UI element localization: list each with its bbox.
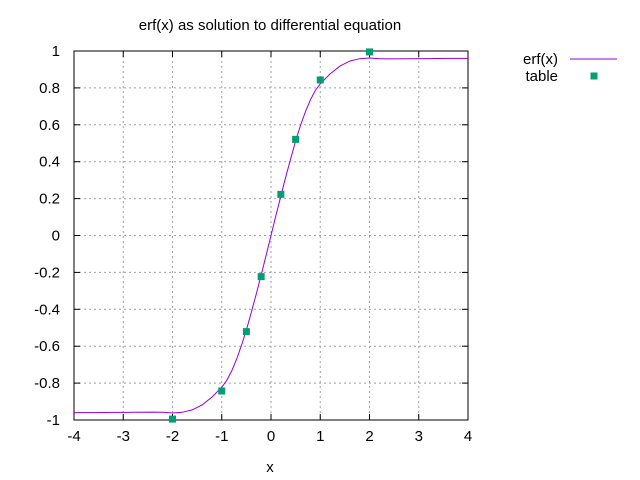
series-layer bbox=[74, 48, 468, 423]
x-tick-label: 2 bbox=[365, 428, 373, 445]
legend-swatch-marker bbox=[590, 72, 598, 80]
y-tick-label: -0.2 bbox=[34, 264, 60, 281]
data-point-table bbox=[366, 48, 373, 56]
data-point-table bbox=[169, 415, 176, 423]
y-tick-label: 1 bbox=[52, 43, 60, 60]
x-axis-label: x bbox=[266, 459, 274, 476]
y-tick-label: -0.4 bbox=[34, 301, 60, 318]
y-tick-label: 0.6 bbox=[39, 117, 60, 134]
y-tick-label: -1 bbox=[47, 412, 60, 429]
x-tick-label: -3 bbox=[117, 428, 130, 445]
axis-ticks: -4 -3 -2 -1 0 1 2 3 4 -1 -0.8 -0.6 -0.4 -0.2 0 0.2 0.4 0.… bbox=[34, 43, 472, 445]
data-point-table bbox=[257, 273, 265, 281]
y-tick-label: 0.2 bbox=[39, 191, 60, 208]
y-tick-label: 0.8 bbox=[39, 80, 60, 97]
data-point-table bbox=[316, 76, 324, 84]
x-tick-label: 3 bbox=[415, 428, 423, 445]
x-tick-label: 0 bbox=[267, 428, 275, 445]
data-point-table bbox=[292, 135, 300, 143]
chart-title: erf(x) as solution to differential equat… bbox=[139, 17, 401, 34]
y-tick-label: -0.6 bbox=[34, 338, 60, 355]
legend-label-table: table bbox=[525, 68, 558, 85]
data-point-table bbox=[218, 387, 226, 395]
data-point-table bbox=[277, 190, 285, 198]
legend: erf(x)table bbox=[523, 51, 617, 85]
x-tick-label: 1 bbox=[316, 428, 324, 445]
series-line-erf bbox=[74, 57, 468, 414]
data-point-table bbox=[242, 328, 250, 336]
y-tick-label: 0.4 bbox=[39, 154, 60, 171]
x-tick-label: -2 bbox=[166, 428, 179, 445]
x-tick-label: 4 bbox=[464, 428, 472, 445]
y-tick-label: -0.8 bbox=[34, 375, 60, 392]
x-tick-label: -4 bbox=[67, 428, 80, 445]
x-tick-label: -1 bbox=[215, 428, 228, 445]
y-tick-label: 0 bbox=[52, 228, 60, 245]
legend-label-erf-x-: erf(x) bbox=[523, 51, 558, 68]
